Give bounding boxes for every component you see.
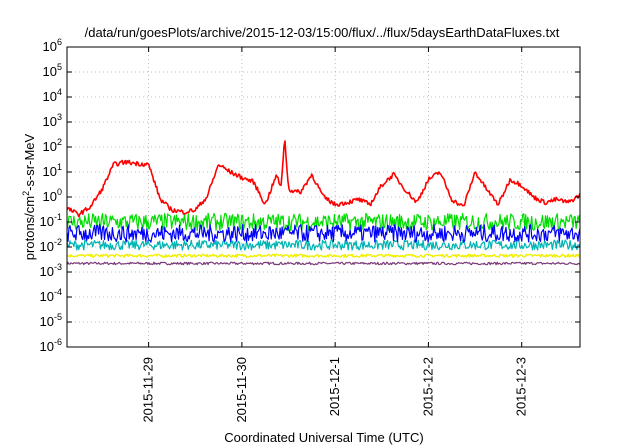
x-tick-label: 2015-11-30: [234, 357, 249, 423]
y-tick-label: 100: [43, 187, 62, 204]
x-tick-label: 2015-11-29: [141, 357, 156, 423]
series-line: [66, 140, 581, 218]
y-tick-label: 103: [43, 112, 62, 129]
y-tick-label: 10-2: [40, 237, 62, 254]
y-tick-label: 10-6: [40, 337, 62, 354]
chart-title: /data/run/goesPlots/archive/2015-12-03/1…: [85, 25, 560, 40]
series-line: [66, 224, 581, 243]
series-group: [66, 140, 581, 266]
y-axis: 10-6 10-5 10-4 10-3 10-2 10-1 100 101 102 103 104 1…: [40, 37, 580, 354]
x-axis: 2015-11-29 2015-11-30 2015-12-1 2015-12-2 20…: [141, 47, 529, 423]
y-tick-label: 10-3: [40, 262, 62, 279]
series-line: [66, 261, 581, 266]
x-tick-label: 2015-12-2: [420, 357, 435, 416]
series-line: [66, 253, 581, 258]
series-line: [66, 239, 581, 251]
y-tick-label: 10-1: [40, 212, 62, 229]
y-tick-label: 106: [43, 37, 62, 54]
x-tick-label: 2015-12-3: [514, 357, 529, 416]
y-tick-label: 101: [43, 162, 62, 179]
grid: [67, 47, 580, 347]
y-axis-label: protons/cm2-s-sr-MeV: [21, 133, 37, 260]
x-tick-label: 2015-12-1: [327, 357, 342, 416]
y-tick-label: 10-5: [40, 312, 62, 329]
y-tick-label: 105: [43, 62, 62, 79]
x-axis-label: Coordinated Universal Time (UTC): [224, 430, 423, 445]
y-tick-label: 10-4: [40, 287, 62, 304]
y-tick-label: 102: [43, 137, 62, 154]
y-tick-label: 104: [43, 87, 62, 104]
